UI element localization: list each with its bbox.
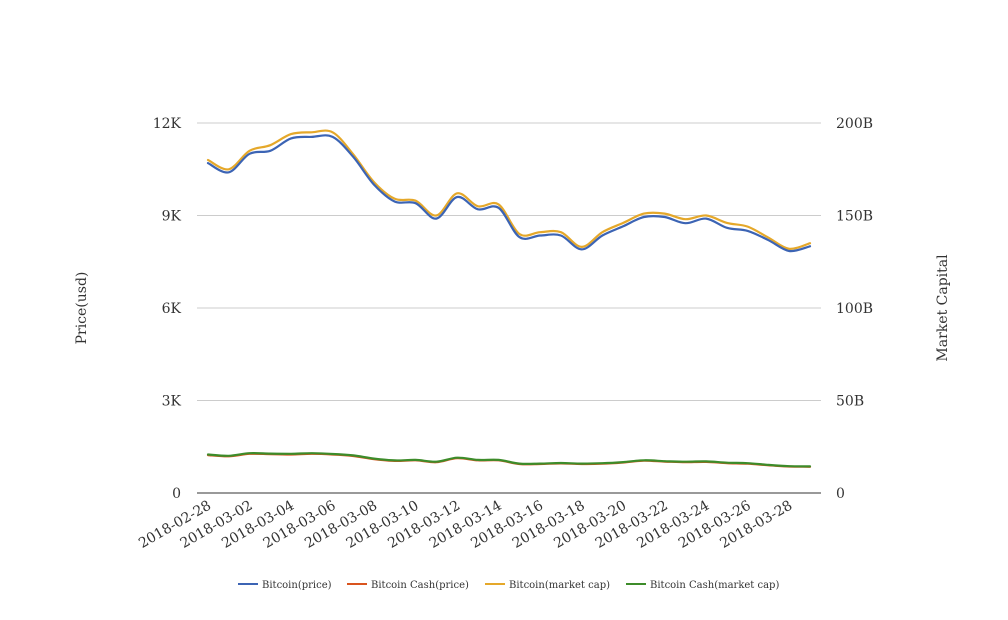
legend-label: Bitcoin(market cap): [509, 580, 610, 591]
y-tick-label-right: 200B: [836, 116, 873, 132]
series-line-bitcoin-price: [206, 134, 812, 253]
y-axis-label-left: Price(usd): [74, 272, 90, 345]
y-tick-label-right: 0: [836, 486, 845, 502]
y-tick-label-left: 0: [172, 486, 181, 502]
legend-label: Bitcoin(price): [262, 580, 332, 591]
gridlines: [197, 122, 821, 401]
y-tick-label-right: 50B: [836, 394, 864, 410]
legend-label: Bitcoin Cash(market cap): [650, 580, 779, 591]
series-line-bitcoin-cash-market-cap: [206, 452, 812, 468]
y-tick-label-right: 150B: [836, 209, 873, 225]
y-tick-label-right: 100B: [836, 301, 873, 317]
series-line-bitcoin-cash-price: [206, 452, 812, 468]
y-tick-label-left: 12K: [153, 116, 182, 132]
y-tick-label-left: 6K: [162, 301, 182, 317]
legend-label: Bitcoin Cash(price): [371, 580, 469, 591]
y-axis-label-right: Market Capital: [935, 254, 951, 362]
y-tick-label-left: 3K: [162, 394, 182, 410]
series-line-bitcoin-market-cap: [206, 129, 812, 250]
y-tick-label-left: 9K: [162, 209, 182, 225]
series-lines: [206, 129, 812, 468]
legend: Bitcoin(price) Bitcoin Cash(price) Bitcoin…: [238, 580, 779, 591]
